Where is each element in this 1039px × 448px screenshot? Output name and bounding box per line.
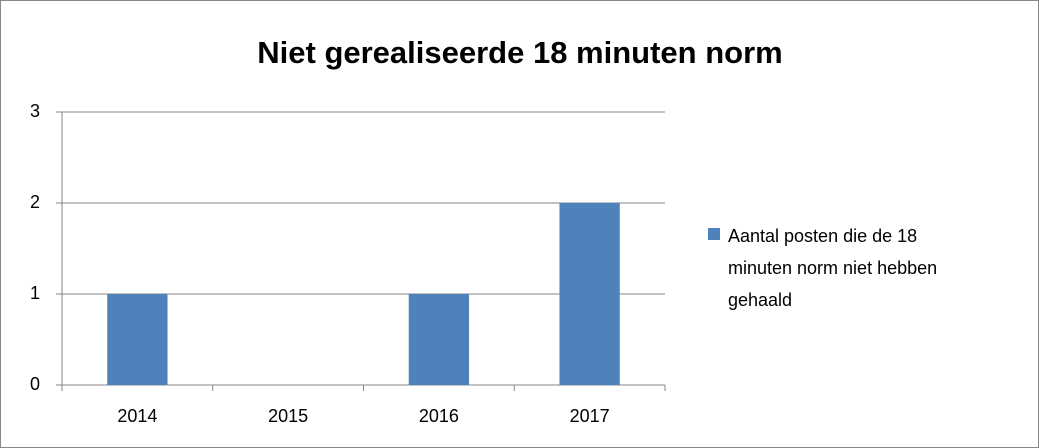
x-tick-label: 2014 (117, 406, 157, 426)
legend-label: Aantal posten die de 18 minuten norm nie… (728, 226, 938, 310)
y-tick-label: 2 (30, 192, 40, 212)
x-tick-label: 2017 (570, 406, 610, 426)
bar (408, 294, 470, 385)
x-tick-label: 2015 (268, 406, 308, 426)
chart-title: Niet gerealiseerde 18 minuten norm (257, 35, 782, 70)
y-tick-label: 3 (30, 101, 40, 121)
y-tick-label: 1 (30, 283, 40, 303)
bar (107, 294, 168, 385)
legend-swatch (708, 228, 720, 240)
bar (559, 203, 620, 385)
x-tick-label: 2016 (419, 406, 459, 426)
y-tick-label: 0 (30, 374, 40, 394)
